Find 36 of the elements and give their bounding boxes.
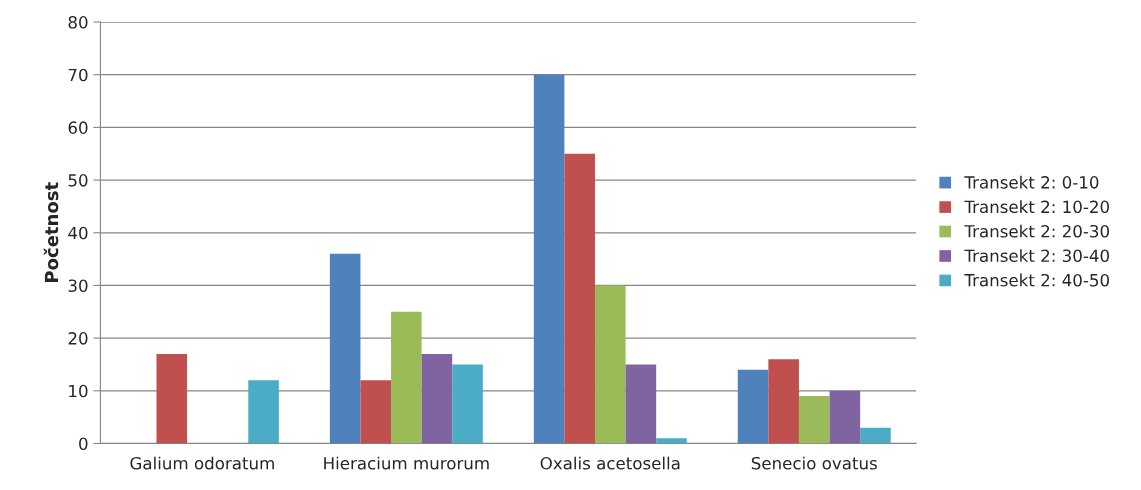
bar (798, 396, 830, 444)
legend-label: Transekt 2: 20-30 (964, 224, 1109, 238)
bar (329, 253, 361, 444)
bar (595, 285, 626, 444)
bar (391, 311, 422, 444)
x-tick-label: Galium odoratum (130, 456, 274, 470)
y-tick-label: 0 (79, 437, 88, 451)
bar (421, 353, 453, 444)
x-tick-label: Hieracium murorum (324, 456, 489, 470)
legend-label: Transekt 2: 10-20 (964, 200, 1109, 214)
x-tick-label: Senecio ovatus (751, 456, 877, 470)
bar (829, 390, 861, 444)
y-tick-label: 10 (69, 384, 88, 398)
bar (737, 369, 769, 444)
bar (656, 438, 687, 444)
y-tick-label: 70 (68, 68, 88, 82)
y-tick-label: 40 (68, 226, 88, 240)
y-tick-label: 60 (68, 121, 88, 134)
bar (156, 353, 188, 444)
bar (860, 427, 891, 444)
legend-label: Transekt 2: 40-50 (964, 273, 1109, 287)
legend-label: Transekt 2: 30-40 (964, 249, 1109, 263)
bar (564, 153, 595, 444)
bar (533, 74, 565, 444)
y-tick-label: 20 (68, 332, 88, 345)
bar (625, 364, 657, 444)
legend-label: Transekt 2: 0-10 (964, 175, 1099, 189)
y-axis-title: Početnost (43, 182, 59, 283)
bar (360, 380, 392, 444)
x-tick-label: Oxalis acetosella (540, 456, 680, 470)
y-tick-label: 80 (68, 16, 88, 29)
y-tick-label: 30 (68, 279, 88, 292)
y-tick-label: 50 (68, 174, 88, 187)
bar (452, 364, 483, 444)
bar (248, 380, 279, 444)
bar (768, 359, 799, 444)
